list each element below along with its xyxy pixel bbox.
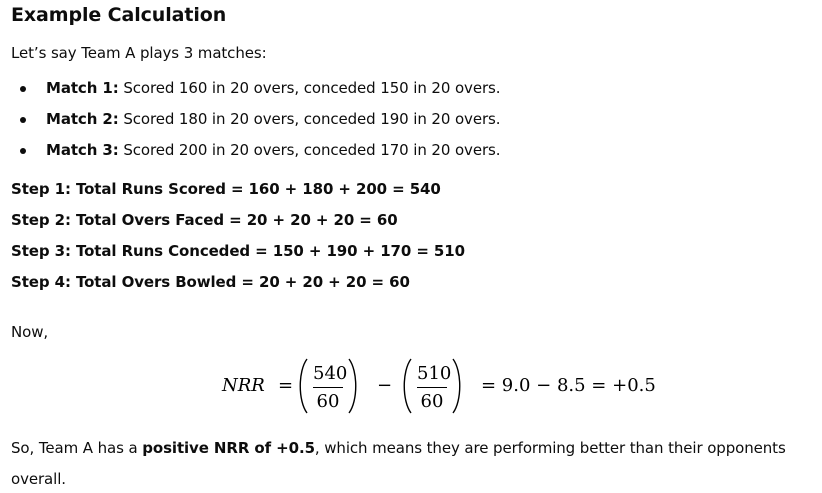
step-2: Step 2: Total Overs Faced = 20 + 20 + 20… (11, 210, 465, 241)
step-text: Total Overs Bowled = 20 + 20 + 20 = 60 (70, 273, 410, 291)
fraction-runs-per-over-conceded: 510 60 (417, 363, 452, 413)
fraction-bar (313, 387, 343, 388)
conclusion-emphasis: positive NRR of +0.5 (142, 439, 315, 457)
match-label: Match 2: (46, 110, 119, 128)
match-label: Match 1: (46, 79, 119, 97)
left-paren-icon (299, 358, 308, 414)
match-text: Scored 180 in 20 overs, conceded 190 in … (118, 110, 501, 128)
fraction-runs-per-over-scored: 540 60 (313, 363, 348, 413)
right-paren-icon (348, 358, 357, 414)
step-label: Step 2: (11, 211, 71, 229)
conclusion-continuation: overall. (11, 470, 66, 488)
fraction-bar (417, 387, 447, 388)
match-text: Scored 160 in 20 overs, conceded 150 in … (118, 79, 501, 97)
bullet-icon (20, 117, 26, 123)
now-paragraph: Now, (11, 323, 49, 341)
match-label: Match 3: (46, 141, 119, 159)
matches-list: Match 1: Scored 160 in 20 overs, concede… (11, 78, 501, 171)
formula-equals: = (278, 375, 294, 396)
match-text: Scored 200 in 20 overs, conceded 170 in … (118, 141, 501, 159)
fraction-numerator: 510 (417, 363, 452, 384)
steps-block: Step 1: Total Runs Scored = 160 + 180 + … (11, 179, 465, 303)
formula-minus: − (377, 375, 393, 396)
conclusion-suffix: , which means they are performing better… (314, 439, 786, 457)
fraction-numerator: 540 (313, 363, 348, 384)
bullet-icon (20, 148, 26, 154)
step-label: Step 4: (11, 273, 71, 291)
right-paren-icon (452, 358, 461, 414)
formula-result: = 9.0 − 8.5 = +0.5 (481, 375, 656, 396)
step-3: Step 3: Total Runs Conceded = 150 + 190 … (11, 241, 465, 272)
conclusion-paragraph: So, Team A has a positive NRR of +0.5, w… (11, 438, 786, 458)
fraction-denominator: 60 (420, 391, 444, 412)
step-text: Total Runs Conceded = 150 + 190 + 170 = … (70, 242, 465, 260)
list-item-match-2: Match 2: Scored 180 in 20 overs, concede… (11, 109, 501, 140)
step-label: Step 1: (11, 180, 71, 198)
list-item-match-1: Match 1: Scored 160 in 20 overs, concede… (11, 78, 501, 109)
step-text: Total Overs Faced = 20 + 20 + 20 = 60 (70, 211, 398, 229)
list-item-match-3: Match 3: Scored 200 in 20 overs, concede… (11, 140, 501, 171)
intro-paragraph: Let’s say Team A plays 3 matches: (11, 44, 267, 62)
step-text: Total Runs Scored = 160 + 180 + 200 = 54… (70, 180, 441, 198)
fraction-denominator: 60 (316, 391, 340, 412)
step-4: Step 4: Total Overs Bowled = 20 + 20 + 2… (11, 272, 465, 303)
formula-variable: NRR (222, 375, 265, 396)
step-label: Step 3: (11, 242, 71, 260)
conclusion-prefix: So, Team A has a (11, 439, 143, 457)
bullet-icon (20, 86, 26, 92)
section-heading: Example Calculation (11, 4, 227, 26)
left-paren-icon (403, 358, 412, 414)
step-1: Step 1: Total Runs Scored = 160 + 180 + … (11, 179, 465, 210)
